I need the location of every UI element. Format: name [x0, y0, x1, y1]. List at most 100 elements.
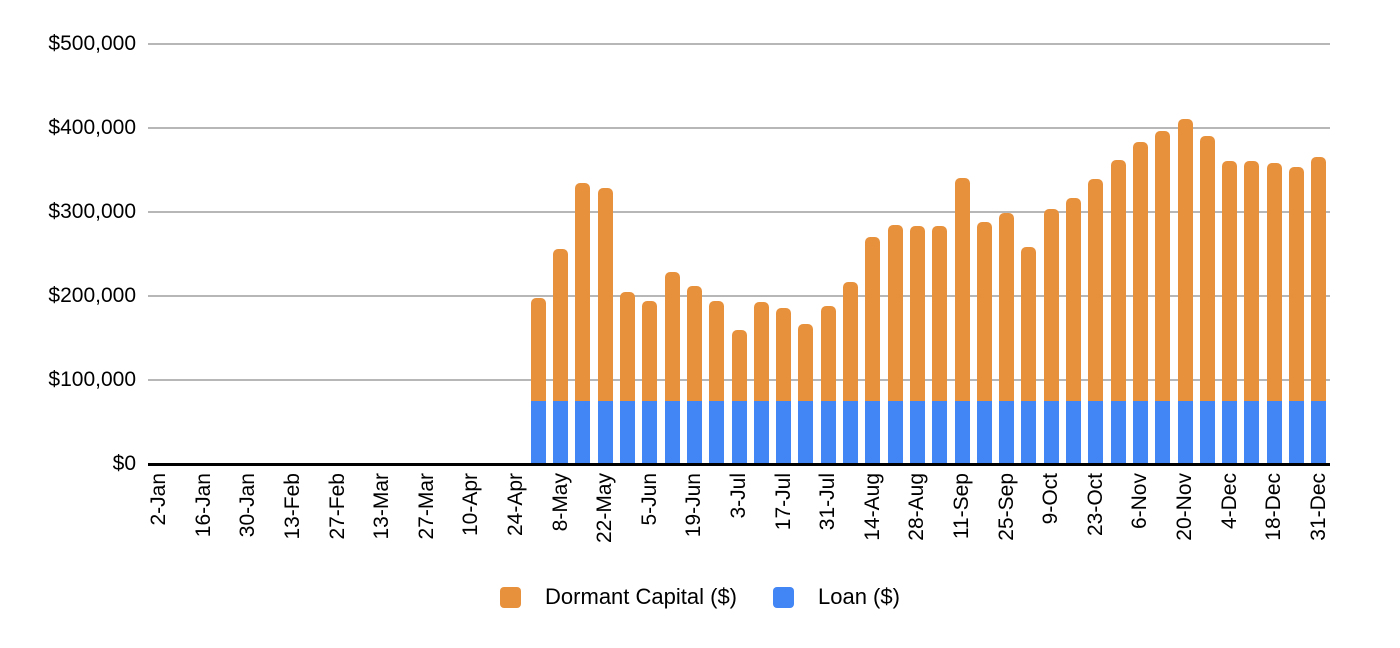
loan-segment[interactable] [664, 401, 680, 464]
dormant-capital-segment[interactable] [776, 307, 792, 401]
loan-segment[interactable] [709, 401, 725, 464]
loan-segment[interactable] [776, 401, 792, 464]
loan-segment[interactable] [909, 401, 925, 464]
stacked-bar-29-May[interactable] [619, 291, 635, 464]
stacked-bar-9-Oct[interactable] [1043, 208, 1059, 464]
dormant-capital-segment[interactable] [1066, 197, 1082, 401]
dormant-capital-segment[interactable] [999, 212, 1015, 401]
dormant-capital-segment[interactable] [1244, 160, 1260, 401]
stacked-bar-8-May[interactable] [553, 248, 569, 464]
stacked-bar-21-Aug[interactable] [887, 224, 903, 464]
dormant-capital-segment[interactable] [843, 281, 858, 401]
stacked-bar-4-Sep[interactable] [932, 226, 948, 464]
dormant-capital-segment[interactable] [731, 330, 747, 401]
stacked-bar-14-Aug[interactable] [865, 237, 881, 464]
dormant-capital-segment[interactable] [820, 306, 836, 401]
dormant-capital-segment[interactable] [1110, 159, 1126, 401]
dormant-capital-segment[interactable] [575, 183, 591, 401]
loan-segment[interactable] [753, 401, 769, 464]
loan-segment[interactable] [530, 401, 546, 464]
stacked-bar-10-Jul[interactable] [753, 301, 769, 464]
stacked-bar-30-Oct[interactable] [1110, 159, 1126, 464]
dormant-capital-segment[interactable] [553, 248, 569, 401]
dormant-capital-segment[interactable] [686, 285, 702, 401]
stacked-bar-6-Nov[interactable] [1132, 142, 1148, 464]
loan-segment[interactable] [1222, 401, 1238, 464]
loan-segment[interactable] [999, 401, 1015, 464]
dormant-capital-segment[interactable] [1289, 167, 1305, 401]
loan-segment[interactable] [1199, 401, 1215, 464]
dormant-capital-segment[interactable] [753, 301, 769, 401]
loan-segment[interactable] [1311, 401, 1327, 464]
stacked-bar-27-Nov[interactable] [1199, 136, 1215, 464]
loan-segment[interactable] [597, 401, 613, 464]
stacked-bar-11-Sep[interactable] [954, 177, 970, 464]
dormant-capital-segment[interactable] [1199, 136, 1215, 401]
stacked-bar-23-Oct[interactable] [1088, 179, 1104, 464]
loan-segment[interactable] [976, 401, 992, 464]
dormant-capital-segment[interactable] [1311, 156, 1327, 401]
loan-segment[interactable] [1244, 401, 1260, 464]
stacked-bar-24-Jul[interactable] [798, 323, 814, 464]
stacked-bar-31-Dec[interactable] [1311, 156, 1327, 464]
stacked-bar-22-May[interactable] [597, 187, 613, 464]
dormant-capital-segment[interactable] [954, 177, 970, 401]
loan-segment[interactable] [843, 401, 858, 464]
stacked-bar-3-Jul[interactable] [731, 330, 747, 464]
dormant-capital-segment[interactable] [709, 301, 725, 401]
stacked-bar-2-Oct[interactable] [1021, 247, 1037, 464]
loan-segment[interactable] [1021, 401, 1037, 464]
loan-segment[interactable] [1132, 401, 1148, 464]
loan-segment[interactable] [820, 401, 836, 464]
dormant-capital-segment[interactable] [664, 271, 680, 401]
loan-segment[interactable] [642, 401, 658, 464]
dormant-capital-segment[interactable] [865, 237, 881, 401]
loan-segment[interactable] [954, 401, 970, 464]
loan-segment[interactable] [798, 401, 814, 464]
stacked-bar-25-Dec[interactable] [1289, 167, 1305, 464]
loan-segment[interactable] [686, 401, 702, 464]
loan-segment[interactable] [575, 401, 591, 464]
loan-segment[interactable] [731, 401, 747, 464]
stacked-bar-25-Sep[interactable] [999, 212, 1015, 464]
stacked-bar-28-Aug[interactable] [909, 226, 925, 464]
stacked-bar-16-Oct[interactable] [1066, 197, 1082, 464]
dormant-capital-segment[interactable] [976, 222, 992, 401]
dormant-capital-segment[interactable] [1132, 142, 1148, 401]
stacked-bar-18-Sep[interactable] [976, 222, 992, 464]
stacked-bar-26-Jun[interactable] [709, 301, 725, 464]
dormant-capital-segment[interactable] [530, 297, 546, 401]
stacked-bar-17-Jul[interactable] [776, 307, 792, 464]
loan-segment[interactable] [932, 401, 948, 464]
dormant-capital-segment[interactable] [619, 291, 635, 401]
stacked-bar-7-Aug[interactable] [843, 281, 858, 464]
dormant-capital-segment[interactable] [1021, 247, 1037, 401]
dormant-capital-segment[interactable] [1088, 179, 1104, 401]
loan-segment[interactable] [553, 401, 569, 464]
dormant-capital-segment[interactable] [1043, 208, 1059, 401]
dormant-capital-segment[interactable] [1266, 163, 1282, 401]
loan-segment[interactable] [865, 401, 881, 464]
stacked-bar-20-Nov[interactable] [1177, 118, 1193, 464]
stacked-bar-1-May[interactable] [530, 297, 546, 464]
stacked-bar-15-May[interactable] [575, 183, 591, 464]
dormant-capital-segment[interactable] [642, 301, 658, 401]
loan-segment[interactable] [1155, 401, 1171, 464]
loan-segment[interactable] [1088, 401, 1104, 464]
loan-segment[interactable] [1266, 401, 1282, 464]
loan-segment[interactable] [619, 401, 635, 464]
dormant-capital-segment[interactable] [597, 187, 613, 401]
stacked-bar-18-Dec[interactable] [1266, 163, 1282, 464]
legend-item-loan[interactable]: Loan ($) [773, 584, 900, 610]
stacked-bar-12-Jun[interactable] [664, 271, 680, 464]
loan-segment[interactable] [1177, 401, 1193, 464]
stacked-bar-13-Nov[interactable] [1155, 131, 1171, 464]
loan-segment[interactable] [1289, 401, 1305, 464]
dormant-capital-segment[interactable] [1177, 118, 1193, 401]
loan-segment[interactable] [887, 401, 903, 464]
loan-segment[interactable] [1110, 401, 1126, 464]
loan-segment[interactable] [1043, 401, 1059, 464]
stacked-bar-5-Jun[interactable] [642, 301, 658, 464]
stacked-bar-31-Jul[interactable] [820, 306, 836, 464]
stacked-bar-4-Dec[interactable] [1222, 160, 1238, 464]
